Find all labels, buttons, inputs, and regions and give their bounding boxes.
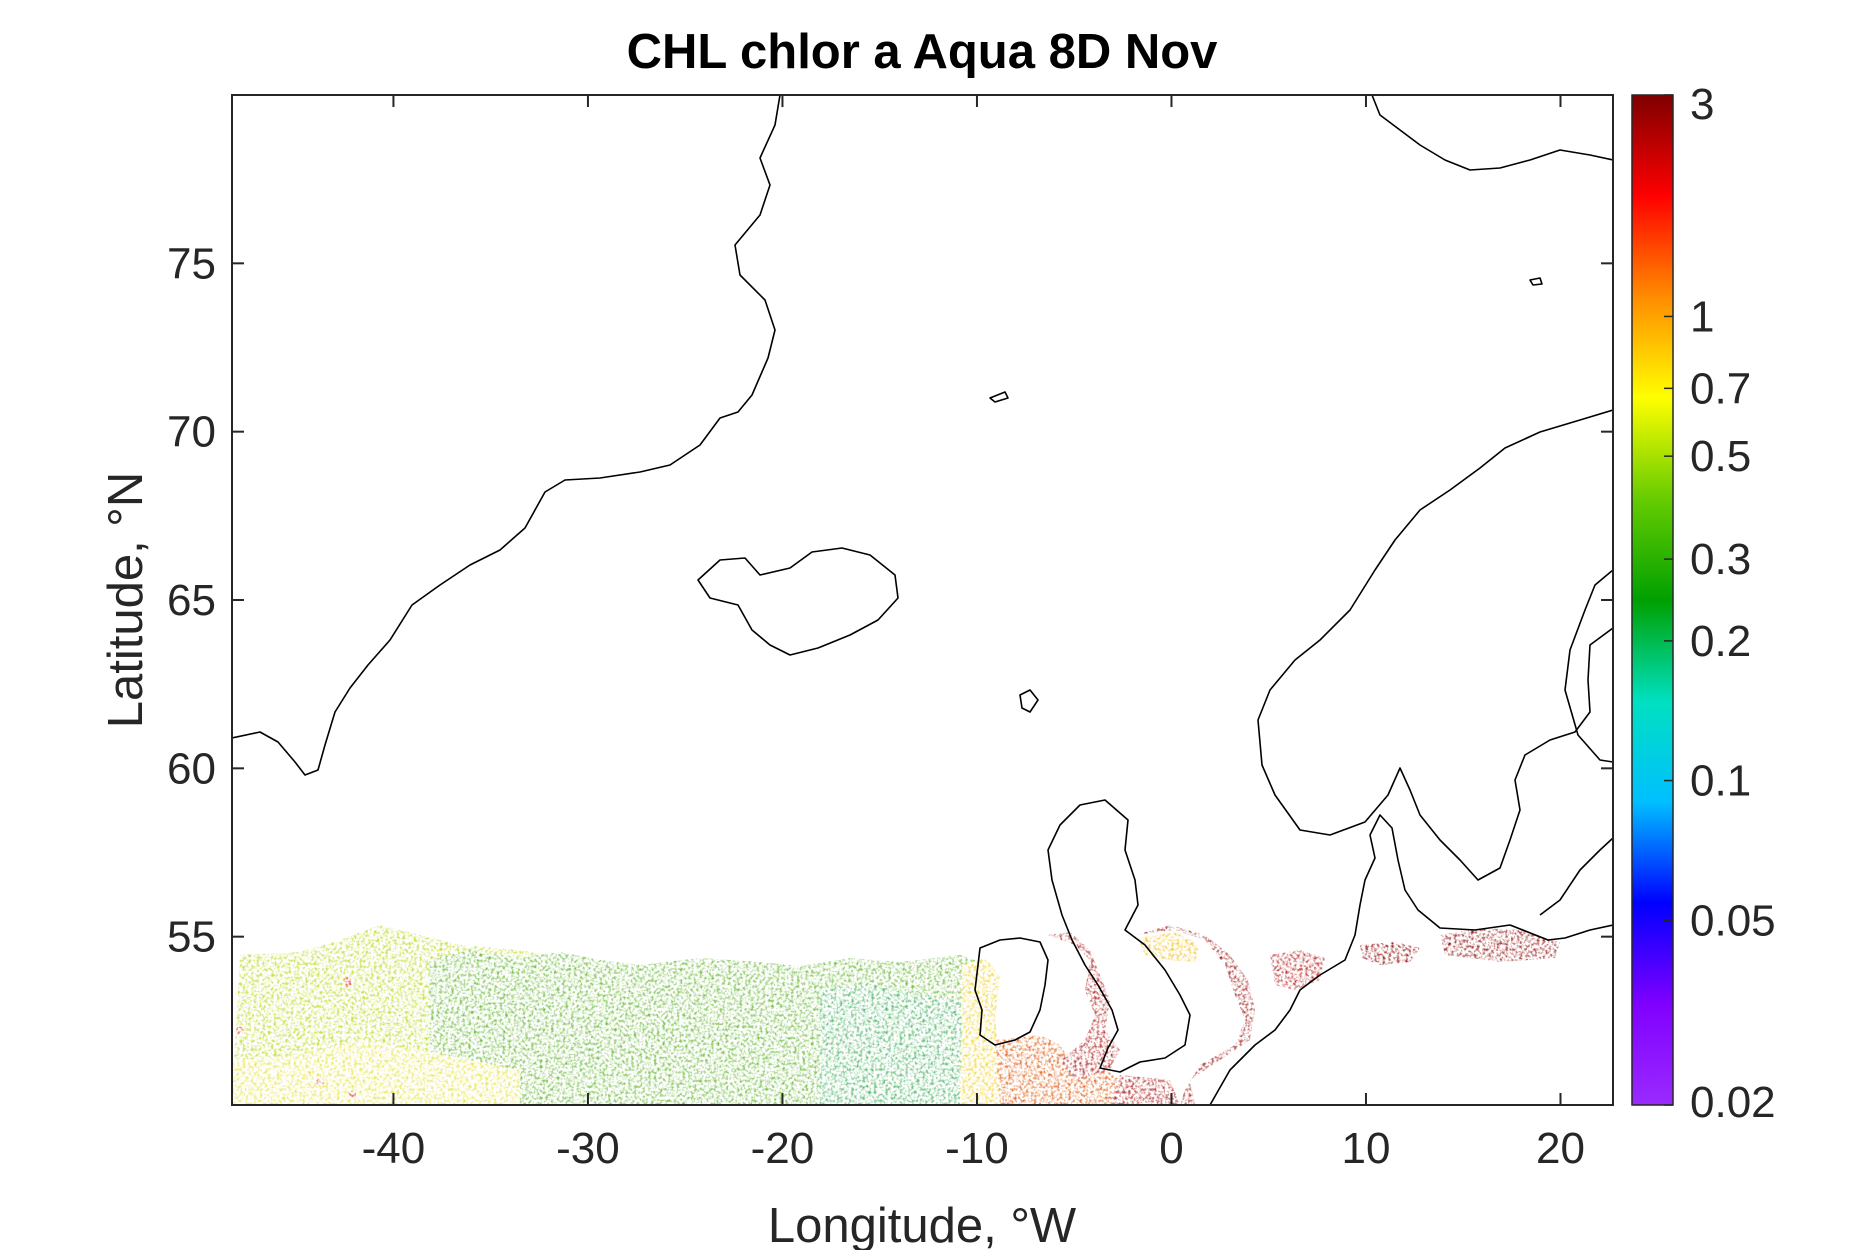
continent-coast: [1209, 814, 1613, 1105]
gulf-of-bothnia-coast: [1539, 837, 1613, 916]
chlorophyll-field: [232, 925, 1560, 1105]
coastlines: [232, 95, 1613, 1105]
y-tick-label: 65: [167, 576, 216, 625]
ocean-chl-german-bight: [1270, 950, 1325, 990]
plot-area: [232, 95, 1613, 1105]
colorbar-ticks: 3 1 0.7 0.5 0.3 0.2 0.1 0.05 0.02: [1664, 80, 1776, 1127]
ocean-chl-south-west: [232, 1040, 520, 1105]
greenland-coast: [232, 95, 781, 776]
hotspot-marker: [236, 1026, 244, 1034]
colorbar-tick-label: 0.1: [1690, 757, 1751, 806]
x-tick-label: -10: [945, 1124, 1009, 1173]
x-tick-label: -30: [556, 1124, 620, 1173]
colorbar-tick-label: 0.3: [1690, 535, 1751, 584]
ocean-chl-baltic-west: [1360, 942, 1420, 965]
bear-island-coast: [1529, 277, 1543, 286]
ireland-coast: [974, 937, 1049, 1046]
finland-coast: [1564, 569, 1613, 763]
x-tick-label: 20: [1536, 1124, 1585, 1173]
colorbar-tick-label: 3: [1690, 80, 1714, 129]
x-axis: -40 -30 -20 -10 0 10 20: [362, 95, 1585, 1173]
x-tick-label: 10: [1341, 1124, 1390, 1173]
ocean-chl-east-band: [820, 985, 975, 1105]
svalbard-coast: [1371, 95, 1613, 171]
ocean-chl-baltic: [1440, 928, 1560, 962]
britain-coast: [1047, 799, 1191, 1073]
y-tick-label: 60: [167, 744, 216, 793]
ocean-chl-irish-sea: [1048, 932, 1120, 1080]
scandinavia-coast: [1257, 409, 1613, 881]
y-tick-label: 75: [167, 239, 216, 288]
x-tick-label: -20: [751, 1124, 815, 1173]
y-tick-label: 55: [167, 913, 216, 962]
colorbar-tick-label: 0.2: [1690, 617, 1751, 666]
x-tick-label: 0: [1159, 1124, 1183, 1173]
ocean-chl-celtic-shelf: [995, 1035, 1120, 1105]
faroe-coast: [1019, 689, 1039, 713]
colorbar-tick-label: 0.5: [1690, 432, 1751, 481]
hotspot-marker: [343, 977, 353, 987]
ocean-chl-english-channel: [1110, 1075, 1180, 1105]
y-tick-label: 70: [167, 408, 216, 457]
x-axis-label: Longitude, °W: [768, 1199, 1077, 1250]
colorbar: [1631, 94, 1674, 1106]
colorbar-tick-label: 0.02: [1690, 1078, 1776, 1127]
y-axis-label: Latitude, °N: [99, 472, 153, 729]
hotspot-marker: [316, 1078, 324, 1086]
hotspot-marker: [348, 1091, 356, 1099]
chart-title: CHL chlor a Aqua 8D Nov: [626, 25, 1218, 79]
y-axis: 75 70 65 60 55: [167, 239, 1613, 962]
colorbar-tick-label: 0.05: [1690, 896, 1776, 945]
colorbar-tick-label: 1: [1690, 292, 1714, 341]
iceland-coast: [697, 547, 899, 656]
colorbar-tick-label: 0.7: [1690, 364, 1751, 413]
jan-mayen-coast: [989, 391, 1009, 403]
x-tick-label: -40: [362, 1124, 426, 1173]
